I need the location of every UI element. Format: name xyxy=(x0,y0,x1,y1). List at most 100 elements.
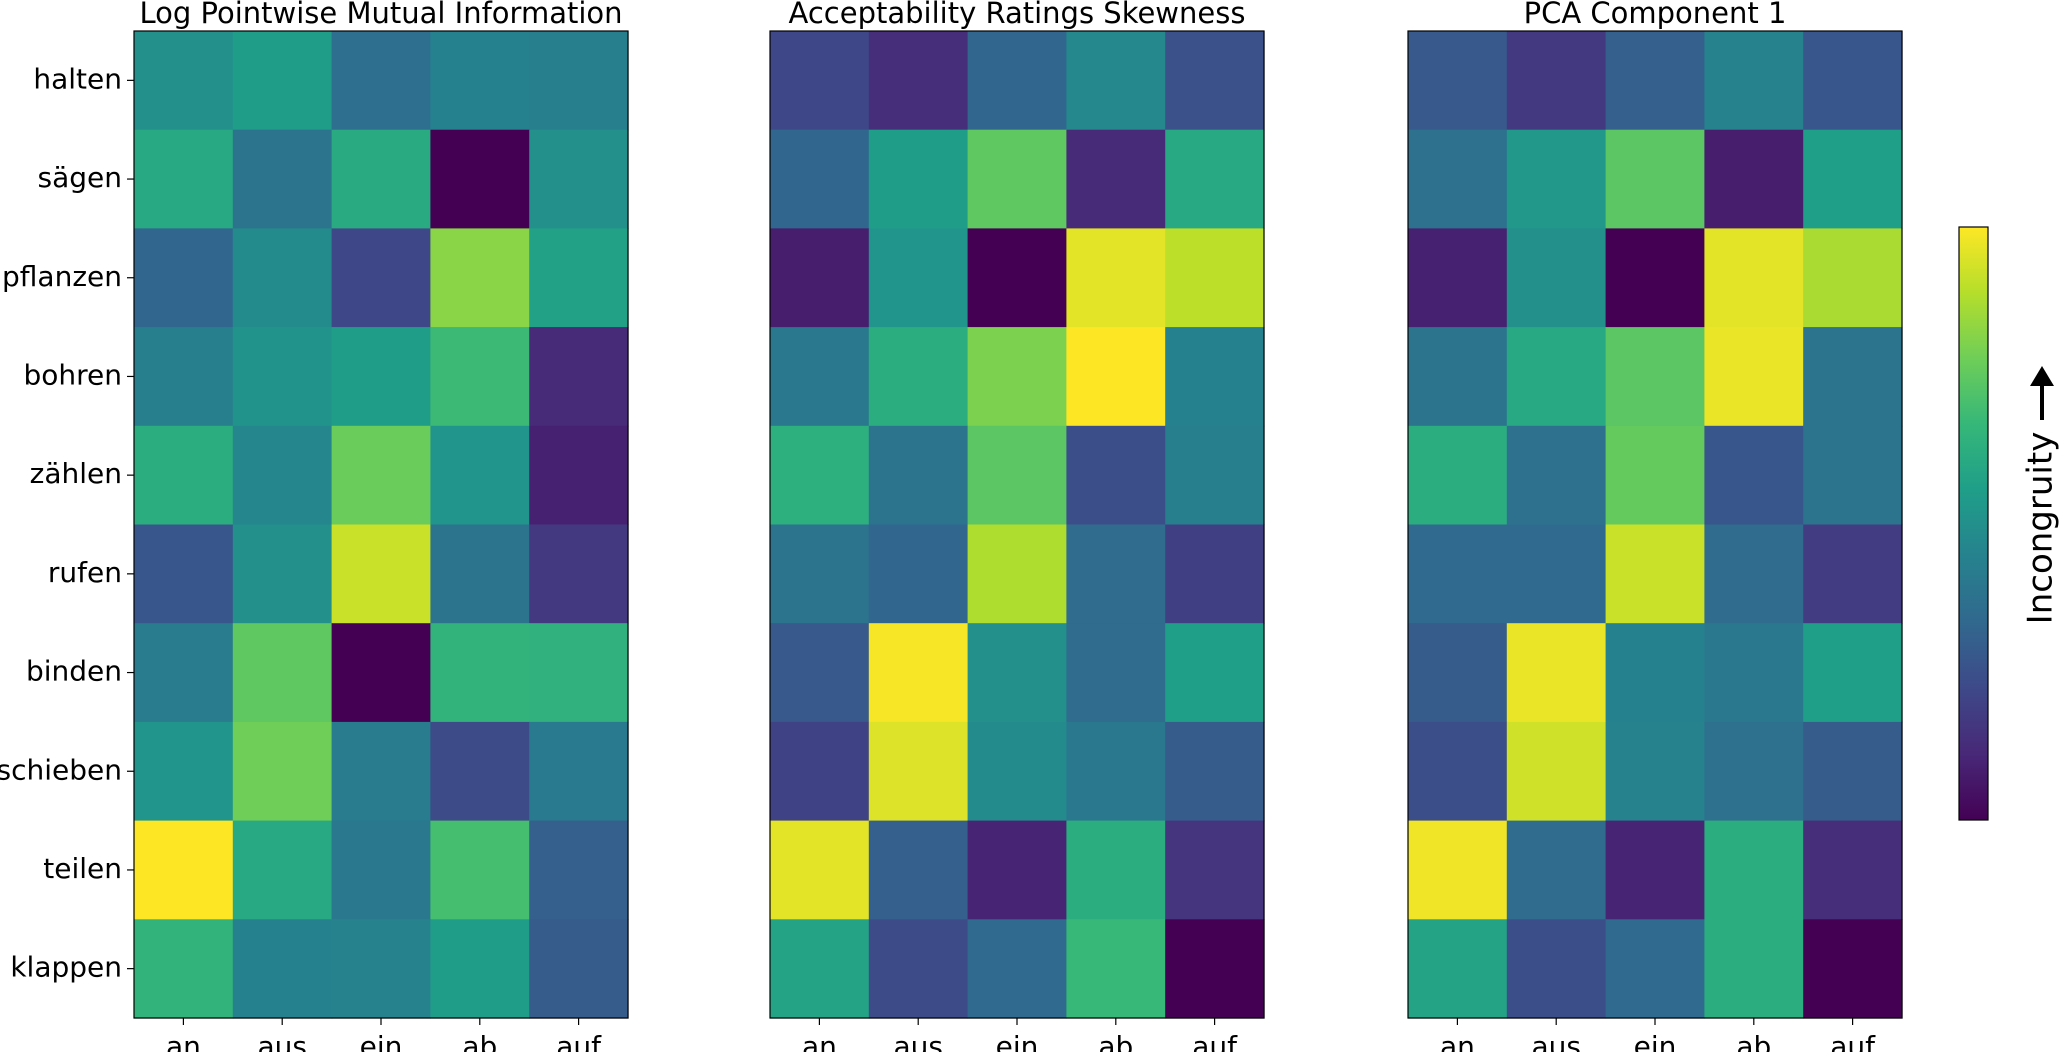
heatmap-cell xyxy=(770,425,870,526)
heatmap-cell xyxy=(134,228,234,328)
heatmap-cell xyxy=(967,524,1067,624)
heatmap-cell xyxy=(331,31,431,131)
x-tick-label: ab xyxy=(1736,1030,1771,1052)
heatmap-cell xyxy=(967,129,1067,229)
heatmap-cell xyxy=(1408,228,1508,328)
heatmap-cell xyxy=(331,919,431,1019)
heatmap-cell xyxy=(1803,623,1903,723)
heatmap-cell xyxy=(967,721,1067,822)
heatmap-cell xyxy=(331,623,431,723)
heatmap-cell xyxy=(529,327,629,427)
heatmap-cell xyxy=(430,820,530,920)
heatmap-cell xyxy=(1506,623,1607,723)
heatmap-cell xyxy=(967,919,1067,1019)
y-tick-label: pflanzen xyxy=(2,260,122,293)
heatmap-cell xyxy=(1506,228,1607,328)
heatmap-cell xyxy=(868,327,969,427)
heatmap-cell xyxy=(868,31,969,131)
heatmap-cell xyxy=(430,721,530,822)
heatmap-cell xyxy=(1165,425,1265,526)
heatmap-cell xyxy=(1704,721,1804,822)
heatmap-cell xyxy=(529,31,629,131)
heatmap-cell xyxy=(1506,425,1607,526)
heatmap-cell xyxy=(770,524,870,624)
heatmap-cell xyxy=(1803,721,1903,822)
heatmap-cell xyxy=(770,327,870,427)
heatmap-cell xyxy=(232,721,333,822)
heatmap-cell xyxy=(1165,129,1265,229)
y-tick-label: binden xyxy=(26,655,122,688)
heatmap-cell xyxy=(1803,524,1903,624)
x-tick-label: auf xyxy=(1192,1030,1238,1052)
heatmap-cell xyxy=(1408,820,1508,920)
heatmap-cell xyxy=(1506,721,1607,822)
heatmap-cell xyxy=(868,623,969,723)
heatmap-panel-1: Log Pointwise Mutual Information an aus ein… xyxy=(0,0,629,1052)
heatmap-cell xyxy=(331,129,431,229)
heatmap-cell xyxy=(1506,129,1607,229)
heatmap-cell xyxy=(1506,31,1607,131)
heatmap-cell xyxy=(134,327,234,427)
heatmap-cell xyxy=(1506,820,1607,920)
heatmap-cell xyxy=(1605,31,1705,131)
heatmap-cell xyxy=(770,820,870,920)
y-tick-label: teilen xyxy=(43,852,122,885)
heatmap-cell xyxy=(1704,228,1804,328)
heatmap-cell xyxy=(770,228,870,328)
heatmap-cell xyxy=(1704,820,1804,920)
heatmap-cell xyxy=(1605,327,1705,427)
heatmap-cell xyxy=(1165,721,1265,822)
heatmap-cell xyxy=(1704,623,1804,723)
heatmap-cell xyxy=(529,228,629,328)
heatmap-cell xyxy=(967,327,1067,427)
heatmap-cell xyxy=(134,425,234,526)
heatmap-cell xyxy=(529,524,629,624)
heatmap-cell xyxy=(967,228,1067,328)
heatmap-cell xyxy=(1803,327,1903,427)
heatmap-cell xyxy=(1066,31,1166,131)
heatmap-cell xyxy=(868,425,969,526)
heatmap-cell xyxy=(1803,820,1903,920)
y-tick-label: sägen xyxy=(38,161,123,194)
y-tick-label: schieben xyxy=(0,753,122,786)
heatmap-cell xyxy=(331,228,431,328)
heatmap-cell xyxy=(430,623,530,723)
heatmap-cell xyxy=(868,228,969,328)
heatmap-cell xyxy=(967,31,1067,131)
heatmap-cell xyxy=(1165,919,1265,1019)
heatmap-cell xyxy=(529,820,629,920)
x-tick-label: auf xyxy=(1830,1030,1876,1052)
heatmap-cell xyxy=(1066,129,1166,229)
heatmap-cell xyxy=(1165,327,1265,427)
heatmap-cell xyxy=(134,31,234,131)
x-tick-label: aus xyxy=(257,1030,307,1052)
x-tick-label: ab xyxy=(1098,1030,1133,1052)
heatmap-cell xyxy=(134,129,234,229)
heatmap-cell xyxy=(232,820,333,920)
heatmap-cell xyxy=(770,919,870,1019)
x-tick-label: ein xyxy=(996,1030,1039,1052)
heatmap-cell xyxy=(134,919,234,1019)
heatmap-cell xyxy=(770,623,870,723)
heatmap-cell xyxy=(1803,919,1903,1019)
heatmap-cell xyxy=(1803,228,1903,328)
heatmap-cell xyxy=(529,623,629,723)
heatmap-cell xyxy=(1066,425,1166,526)
heatmap-cell xyxy=(430,327,530,427)
x-tick-label: aus xyxy=(893,1030,943,1052)
heatmap-cell xyxy=(1605,228,1705,328)
heatmap-cell xyxy=(1704,31,1804,131)
heatmap-cell xyxy=(1165,820,1265,920)
heatmap-cell xyxy=(868,820,969,920)
panel-title: PCA Component 1 xyxy=(1524,0,1787,30)
heatmap-cell xyxy=(770,721,870,822)
heatmap-cell xyxy=(1704,524,1804,624)
heatmap-cell xyxy=(1704,129,1804,229)
x-tick-label: an xyxy=(1440,1030,1475,1052)
x-tick-label: ein xyxy=(1634,1030,1677,1052)
heatmap-cell xyxy=(134,820,234,920)
heatmap-cell xyxy=(1066,327,1166,427)
y-tick-label: rufen xyxy=(48,556,122,589)
heatmap-panel-3: PCA Component 1 an aus ein ab auf xyxy=(1407,0,1903,1052)
